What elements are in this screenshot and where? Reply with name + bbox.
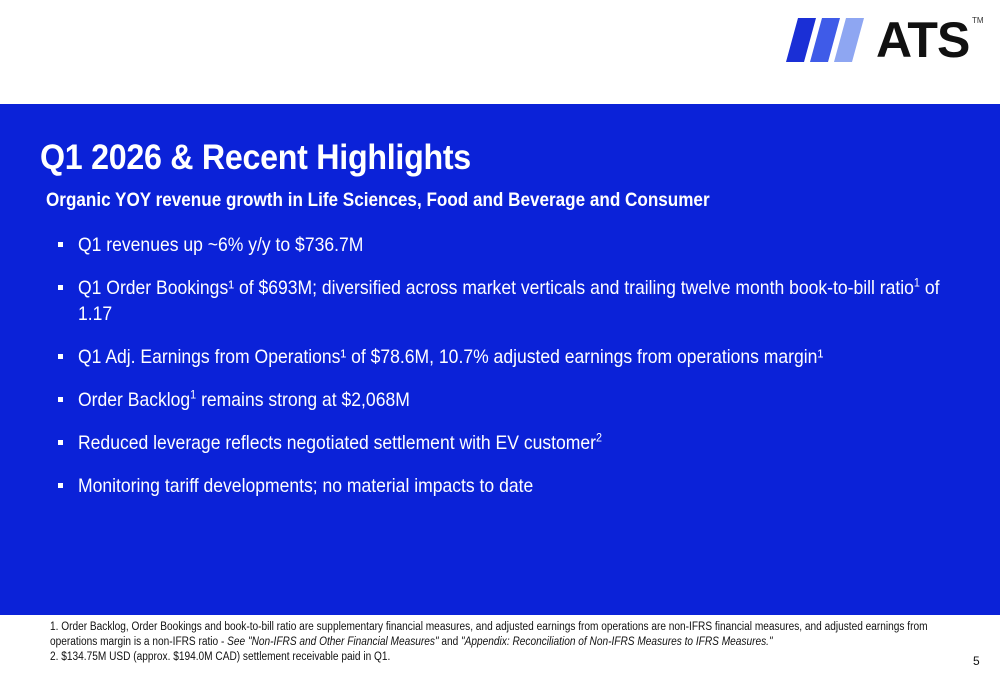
list-item: Q1 Adj. Earnings from Operations¹ of $78…: [58, 344, 958, 370]
highlights-list: Q1 revenues up ~6% y/y to $736.7M Q1 Ord…: [58, 232, 958, 516]
bullet-text: Reduced leverage reflects negotiated set…: [78, 430, 942, 456]
footnote-1: 1. Order Backlog, Order Bookings and boo…: [50, 620, 950, 650]
bullet-text: Order Backlog1 remains strong at $2,068M: [78, 387, 942, 413]
footnote-text: 1. Order Backlog, Order Bookings and boo…: [50, 621, 928, 648]
list-item: Monitoring tariff developments; no mater…: [58, 473, 958, 499]
footnote-ref: 1: [190, 387, 197, 402]
footnote-reference: See "Non-IFRS and Other Financial Measur…: [227, 636, 439, 648]
bullet-text: Q1 revenues up ~6% y/y to $736.7M: [78, 234, 364, 256]
logo-trademark: TM: [972, 16, 984, 25]
bullet-icon: [58, 242, 63, 247]
footnote-ref: 1: [913, 275, 920, 290]
footnote-reference: "Appendix: Reconciliation of Non-IFRS Me…: [461, 636, 773, 648]
list-item: Order Backlog1 remains strong at $2,068M: [58, 387, 958, 413]
list-item: Q1 Order Bookings¹ of $693M; diversified…: [58, 275, 958, 327]
content-band: [0, 104, 1000, 615]
bullet-text: Monitoring tariff developments; no mater…: [78, 475, 534, 497]
list-item: Q1 revenues up ~6% y/y to $736.7M: [58, 232, 958, 258]
logo-text: ATS: [876, 12, 970, 68]
bullet-icon: [58, 397, 63, 402]
footnote-2: 2. $134.75M USD (approx. $194.0M CAD) se…: [50, 650, 950, 665]
bullet-icon: [58, 440, 63, 445]
slide-title: Q1 2026 & Recent Highlights: [40, 138, 471, 177]
bullet-text-part: of 1.17: [78, 277, 940, 325]
bullet-icon: [58, 354, 63, 359]
ats-logo: ATS TM: [786, 14, 986, 66]
bullet-text-part: Reduced leverage reflects negotiated set…: [78, 432, 597, 454]
footnotes: 1. Order Backlog, Order Bookings and boo…: [50, 620, 950, 665]
bullet-text: Q1 Order Bookings¹ of $693M; diversified…: [78, 275, 942, 327]
page-number: 5: [973, 654, 980, 668]
slide-subtitle: Organic YOY revenue growth in Life Scien…: [46, 190, 710, 211]
bullet-text-part: remains strong at $2,068M: [196, 389, 410, 411]
footnote-text: 2. $134.75M USD (approx. $194.0M CAD) se…: [50, 651, 391, 663]
footnote-text: and: [438, 636, 462, 648]
bullet-text: Q1 Adj. Earnings from Operations¹ of $78…: [78, 346, 824, 368]
logo-stripes-icon: [786, 18, 864, 62]
footnote-ref: 2: [596, 430, 603, 445]
bullet-text-part: Order Backlog: [78, 389, 191, 411]
bullet-icon: [58, 483, 63, 488]
bullet-icon: [58, 285, 63, 290]
bullet-text-part: Q1 Order Bookings¹ of $693M; diversified…: [78, 277, 914, 299]
list-item: Reduced leverage reflects negotiated set…: [58, 430, 958, 456]
